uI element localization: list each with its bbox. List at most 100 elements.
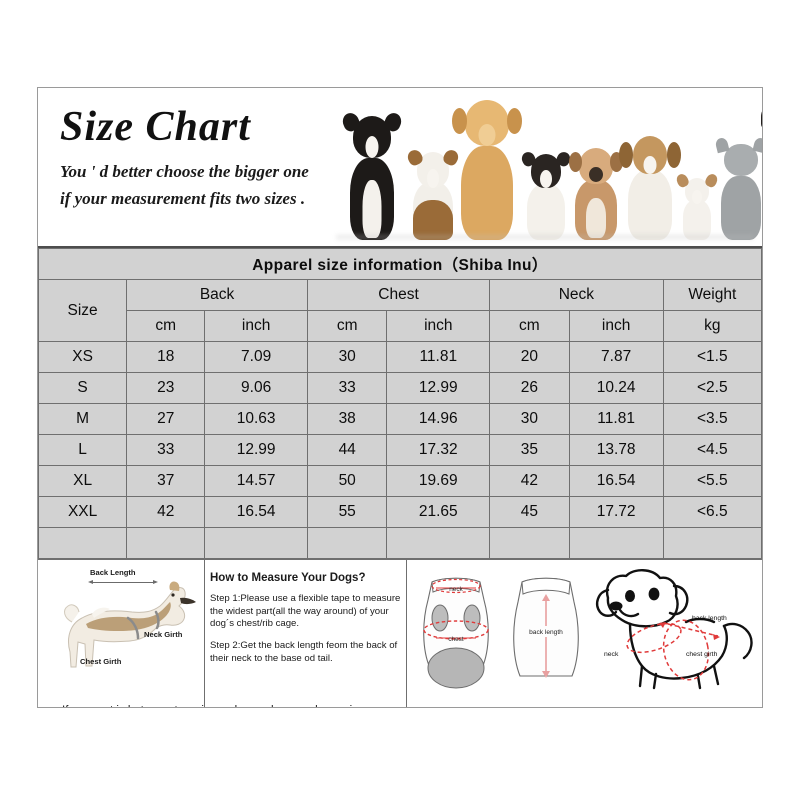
cell-size: M <box>38 403 128 435</box>
table-title: Apparel size information（Shiba Inu） <box>38 248 762 280</box>
cell-back-inch: 16.54 <box>204 496 308 528</box>
photo-shadow <box>336 235 754 242</box>
page-title: Size Chart <box>60 104 251 150</box>
spacer-cell <box>204 527 308 559</box>
cell-neck-inch: 13.78 <box>568 434 664 466</box>
cell-chest-inch: 19.69 <box>386 465 491 497</box>
cell-back-cm: 27 <box>126 403 206 435</box>
footnote-text: If your pet is between two sizes, please… <box>62 705 364 707</box>
lineart-dog-diagram: neck back length chest girth <box>590 562 762 697</box>
back-length-arrow-icon <box>88 580 158 584</box>
unit-chest-cm: cm <box>306 310 388 342</box>
size-table-wrap: Apparel size information（Shiba Inu） Size… <box>38 246 762 559</box>
spacer-cell <box>568 527 664 559</box>
panel-divider-middle <box>406 560 407 707</box>
column-group-chest: Chest <box>306 279 491 311</box>
banner-subtitle-line1: You ' d better choose the bigger one <box>60 162 309 181</box>
cell-weight: <6.5 <box>662 496 762 528</box>
table-row: L 33 12.99 44 17.32 35 13.78 <4.5 <box>38 434 762 466</box>
table-row: S 23 9.06 33 12.99 26 10.24 <2.5 <box>38 372 762 404</box>
cell-size: L <box>38 434 128 466</box>
chart-sheet: Size Chart You ' d better choose the big… <box>37 87 763 708</box>
dog-measure-illustration: Back Length Neck Girth Chest Girth <box>52 568 204 680</box>
howto-title: How to Measure Your Dogs? <box>210 572 366 584</box>
table-title-row: Apparel size information（Shiba Inu） <box>38 248 762 280</box>
unit-back-cm: cm <box>126 310 206 342</box>
label-neck-girth: Neck Girth <box>144 630 183 639</box>
pet-jack-russell <box>405 147 461 240</box>
spacer-cell <box>38 527 128 559</box>
cell-back-cm: 37 <box>126 465 206 497</box>
pet-beagle <box>619 136 681 240</box>
cell-neck-cm: 45 <box>489 496 570 528</box>
cell-chest-inch: 14.96 <box>386 403 491 435</box>
cell-chest-cm: 50 <box>306 465 388 497</box>
garment-front-view: neck chest <box>423 577 489 689</box>
garment-front-and-back-svg: neck chest back length <box>423 577 579 689</box>
cell-neck-inch: 10.24 <box>568 372 664 404</box>
table-spacer-row <box>38 527 762 559</box>
pet-border-collie <box>340 110 404 240</box>
cell-size: S <box>38 372 128 404</box>
pets-photo <box>326 94 762 246</box>
table-group-header-row: Size Back Chest Neck Weight <box>38 279 762 342</box>
panel-divider-left <box>204 560 205 707</box>
cell-back-cm: 23 <box>126 372 206 404</box>
cell-back-inch: 14.57 <box>204 465 308 497</box>
howto-block: How to Measure Your Dogs? Step 1:Please … <box>210 572 402 674</box>
cell-chest-cm: 55 <box>306 496 388 528</box>
cell-weight: <3.5 <box>662 403 762 435</box>
column-group-back: Back <box>126 279 308 311</box>
table-row: M 27 10.63 38 14.96 30 11.81 <3.5 <box>38 403 762 435</box>
spacer-cell <box>489 527 570 559</box>
pet-terrier <box>519 149 573 240</box>
pet-pekingese <box>569 148 623 240</box>
cell-neck-inch: 17.72 <box>568 496 664 528</box>
spacer-cell <box>126 527 206 559</box>
garment-back-view: back length <box>513 577 579 678</box>
unit-weight-kg: kg <box>662 310 762 342</box>
spacer-cell <box>662 527 762 559</box>
unit-back-inch: inch <box>204 310 308 342</box>
unit-neck-inch: inch <box>568 310 664 342</box>
pet-golden-retriever <box>452 100 522 240</box>
size-table: Apparel size information（Shiba Inu） Size… <box>38 248 762 559</box>
lineart-dog-svg: neck back length chest girth <box>596 569 753 690</box>
label-back-length: Back Length <box>90 568 136 577</box>
column-header-size: Size <box>38 279 128 342</box>
table-row: XL 37 14.57 50 19.69 42 16.54 <5.5 <box>38 465 762 497</box>
cell-back-inch: 12.99 <box>204 434 308 466</box>
howto-step-1: Step 1:Please use a flexible tape to mea… <box>210 593 401 630</box>
cell-chest-inch: 21.65 <box>386 496 491 528</box>
cell-chest-inch: 17.32 <box>386 434 491 466</box>
cell-neck-cm: 26 <box>489 372 570 404</box>
cell-chest-cm: 30 <box>306 341 388 373</box>
spacer-cell <box>306 527 388 559</box>
cell-back-inch: 9.06 <box>204 372 308 404</box>
dog-side-view-drawing <box>64 581 196 668</box>
cell-size: XXL <box>38 496 128 528</box>
unit-chest-inch: inch <box>386 310 491 342</box>
unit-neck-cm: cm <box>489 310 570 342</box>
cell-size: XL <box>38 465 128 497</box>
garment-diagrams: neck chest back length <box>410 564 590 697</box>
table-row: XXL 42 16.54 55 21.65 45 17.72 <6.5 <box>38 496 762 528</box>
cell-chest-cm: 38 <box>306 403 388 435</box>
garment-back-length-label: back length <box>529 629 563 636</box>
column-group-weight: Weight <box>662 279 762 311</box>
spacer-cell <box>386 527 491 559</box>
cell-neck-inch: 11.81 <box>568 403 664 435</box>
cell-neck-cm: 20 <box>489 341 570 373</box>
pet-grey-cat <box>714 136 762 240</box>
cell-back-cm: 18 <box>126 341 206 373</box>
cell-weight: <2.5 <box>662 372 762 404</box>
column-group-neck: Neck <box>489 279 664 311</box>
table-unit-header-row: cm inch cm inch cm inch kg <box>39 310 762 342</box>
banner-subtitle-line2: if your measurement fits two sizes . <box>60 188 306 208</box>
cell-neck-inch: 7.87 <box>568 341 664 373</box>
table-row: XS 18 7.09 30 11.81 20 7.87 <1.5 <box>38 341 762 373</box>
cell-neck-inch: 16.54 <box>568 465 664 497</box>
cell-weight: <1.5 <box>662 341 762 373</box>
cell-chest-cm: 44 <box>306 434 388 466</box>
